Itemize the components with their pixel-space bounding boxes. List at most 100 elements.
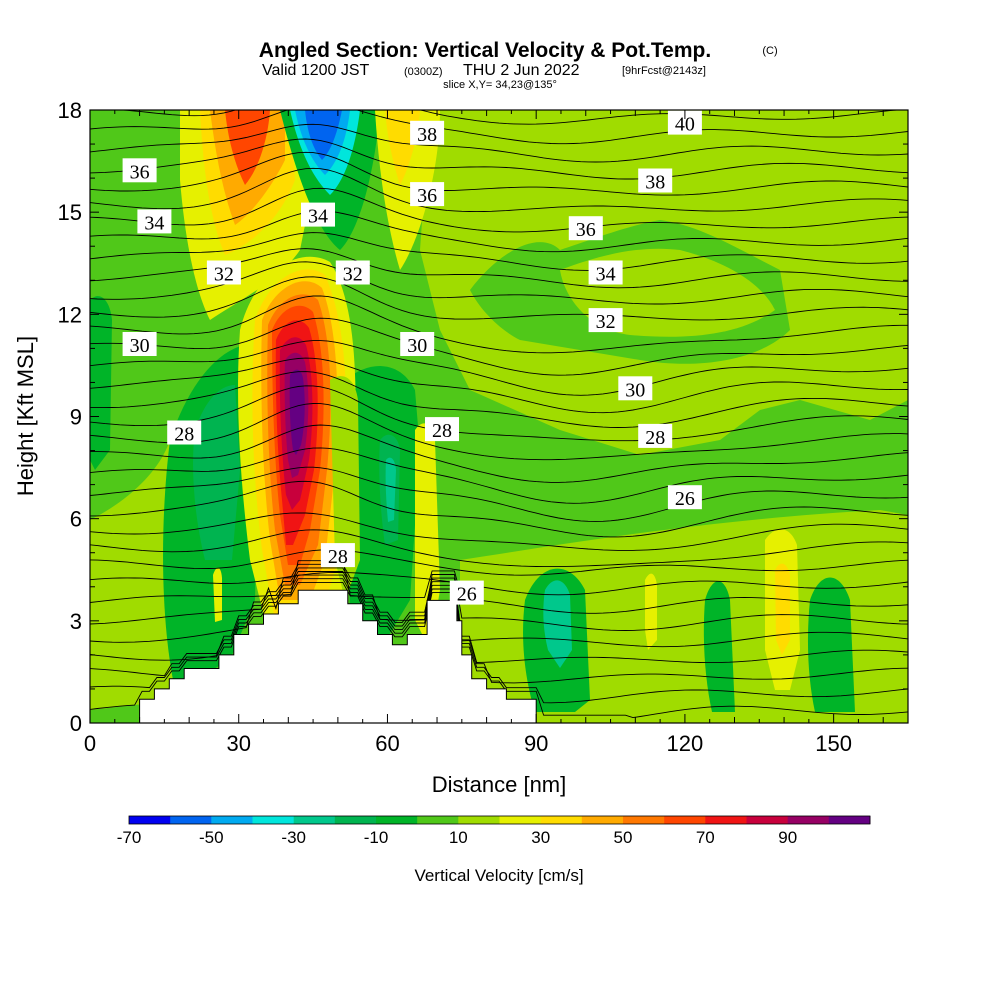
- contour-label-box: [667, 485, 702, 510]
- field-teal-right-column-core: [385, 457, 396, 522]
- contour-label-text: 40: [675, 114, 695, 136]
- contour-label-text: 38: [645, 172, 665, 194]
- contour-line: [90, 276, 908, 321]
- contour-line: [90, 151, 908, 196]
- field-yellow-cell-88: [213, 567, 222, 622]
- contour-line: [90, 512, 908, 551]
- contour-line: [90, 560, 908, 614]
- colorbar-swatch: [417, 816, 459, 824]
- contour-line: [90, 581, 908, 719]
- contour-line: [90, 447, 908, 504]
- field-blue-column-top: [305, 110, 342, 160]
- forecast-info: [9hrFcst@2143z]: [622, 65, 706, 77]
- colorbar-tick-label: -50: [199, 828, 224, 847]
- contour-label: 30: [122, 332, 157, 357]
- colorbar-swatch: [499, 816, 542, 824]
- contour-line: [90, 210, 908, 253]
- colorbar-swatch: [540, 816, 583, 824]
- contour-label-box: [167, 420, 202, 445]
- contour-line: [90, 574, 908, 684]
- contour-label-box: [588, 308, 623, 333]
- contour-label-text: 32: [343, 264, 363, 286]
- field-yellow-cell-112: [645, 573, 657, 650]
- contour-label-box: [638, 423, 673, 448]
- contour-label: 32: [588, 308, 623, 333]
- contour-label-box: [400, 332, 435, 356]
- contour-label-box: [122, 158, 157, 183]
- field-teal-cell-90: [543, 580, 572, 668]
- contour-line: [90, 167, 908, 213]
- colorbar-frame: [128, 815, 871, 825]
- colorbar-swatch: [211, 816, 253, 824]
- valid-time-prefix: Valid 1200 JST: [262, 62, 370, 79]
- contour-label-text: 26: [457, 584, 477, 606]
- field-dark-green-cell-125: [703, 581, 735, 712]
- colorbar-swatch: [664, 816, 706, 824]
- contour-label: 36: [568, 216, 603, 241]
- contour-line: [90, 295, 908, 354]
- contour-label: 30: [400, 332, 435, 357]
- contour-label: 28: [425, 417, 459, 442]
- contour-label: 30: [618, 376, 653, 401]
- y-tick-label: 12: [58, 302, 82, 327]
- contour-line: [90, 403, 908, 461]
- contour-label: 36: [410, 182, 445, 207]
- colorbar-tick-label: 30: [531, 828, 550, 847]
- y-tick-label: 0: [70, 711, 82, 736]
- contour-label-box: [588, 260, 623, 285]
- contour-label-box: [638, 168, 673, 193]
- contour-label-text: 28: [174, 424, 194, 446]
- contour-label-text: 32: [214, 264, 234, 286]
- colorbar-swatch: [828, 816, 871, 824]
- contour-label: 26: [667, 485, 702, 510]
- contour-labels: 36 34 32 30 28 34 32 30 28 38 36 40 38 36 34 32 30 28 26 28…: [122, 110, 702, 606]
- colorbar-swatch: [129, 816, 171, 824]
- contour-line: [90, 480, 908, 538]
- field-purple-updraft-core: [289, 369, 305, 455]
- contour-label: 34: [301, 202, 335, 228]
- contour-line: [90, 138, 908, 180]
- contour-label: 38: [410, 120, 445, 146]
- colorbar-tick-label: 90: [778, 828, 797, 847]
- contour-label-text: 36: [576, 219, 596, 241]
- x-tick-label: 90: [524, 731, 548, 756]
- contour-line: [90, 232, 908, 271]
- colorbar-swatch: [170, 816, 212, 824]
- field-dark-green-left-edge: [90, 296, 112, 470]
- y-tick-label: 3: [70, 609, 82, 634]
- contour-label-text: 30: [130, 335, 150, 357]
- contour-line: [90, 357, 908, 414]
- colorbar-swatch: [623, 816, 665, 824]
- colorbar-swatch: [376, 816, 418, 824]
- contour-line: [90, 529, 908, 568]
- contour-label-box: [410, 120, 445, 145]
- valid-time-utc: (0300Z): [404, 66, 443, 78]
- contour-label-text: 28: [432, 420, 452, 442]
- contour-line: [90, 187, 908, 233]
- valid-date: THU 2 Jun 2022: [463, 62, 580, 79]
- contour-label: 32: [335, 260, 370, 286]
- colorbar-swatch: [746, 816, 789, 824]
- colorbar-tick-label: -10: [364, 828, 389, 847]
- contour-line: [90, 578, 908, 704]
- contour-label-box: [301, 202, 335, 227]
- contour-label: 34: [588, 260, 623, 286]
- contour-label-box: [425, 417, 459, 442]
- colorbar-swatch: [787, 816, 830, 824]
- contour-line: [90, 563, 908, 631]
- contour-label-text: 34: [596, 264, 616, 286]
- x-tick-label: 30: [226, 731, 250, 756]
- contour-label: 28: [638, 423, 673, 449]
- colorbar-swatch: [458, 816, 500, 824]
- contour-label-text: 26: [675, 488, 695, 510]
- contour-line: [90, 571, 908, 596]
- x-axis-label: Distance [nm]: [432, 772, 567, 797]
- colorbar-swatch: [705, 816, 747, 824]
- contour-label: 38: [638, 168, 673, 194]
- contour-label-text: 38: [417, 124, 437, 146]
- field-dark-green-cell-150: [807, 577, 855, 712]
- contour-line: [90, 123, 908, 163]
- colorbar-tick-label: 50: [614, 828, 633, 847]
